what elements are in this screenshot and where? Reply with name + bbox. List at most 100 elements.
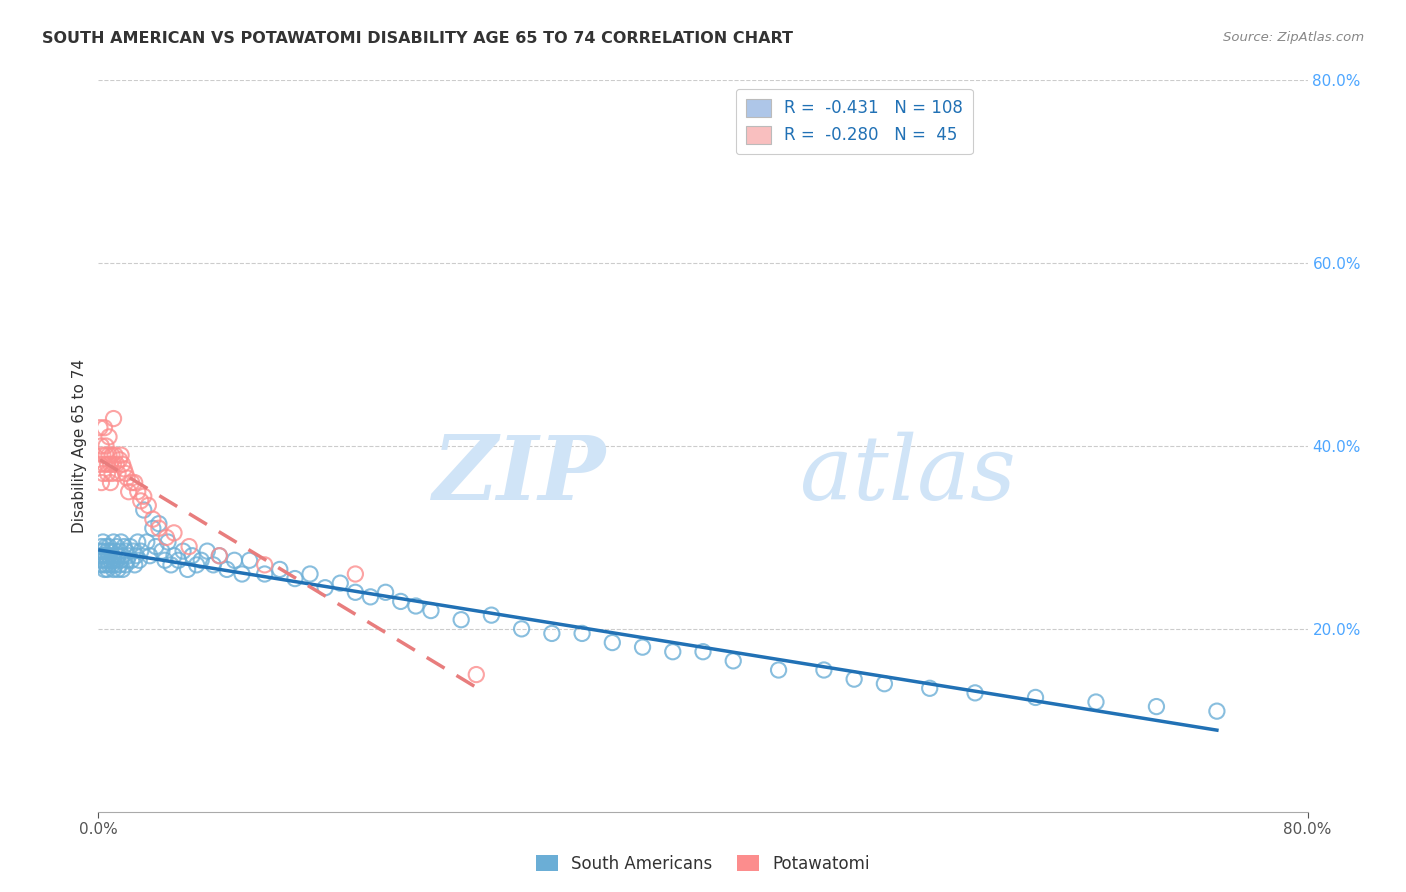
Point bbox=[112, 540, 135, 554]
Point bbox=[100, 544, 122, 558]
Text: atlas: atlas bbox=[800, 432, 1015, 518]
Point bbox=[124, 475, 146, 490]
Point bbox=[135, 535, 157, 549]
Point bbox=[181, 549, 204, 563]
Point bbox=[167, 553, 190, 567]
Point bbox=[450, 613, 472, 627]
Point bbox=[94, 549, 117, 563]
Point bbox=[155, 530, 177, 544]
Point bbox=[101, 558, 124, 572]
Point bbox=[389, 594, 412, 608]
Point bbox=[723, 654, 745, 668]
Point bbox=[93, 553, 115, 567]
Point bbox=[115, 553, 138, 567]
Point bbox=[94, 558, 117, 572]
Point bbox=[103, 535, 125, 549]
Point bbox=[420, 603, 443, 617]
Point bbox=[105, 458, 128, 472]
Point bbox=[231, 567, 253, 582]
Point bbox=[108, 544, 131, 558]
Point bbox=[125, 549, 148, 563]
Point bbox=[101, 549, 124, 563]
Point bbox=[110, 535, 132, 549]
Point bbox=[344, 585, 367, 599]
Point bbox=[405, 599, 427, 613]
Point bbox=[160, 558, 183, 572]
Text: ZIP: ZIP bbox=[433, 432, 606, 518]
Point bbox=[768, 663, 790, 677]
Point bbox=[103, 553, 125, 567]
Point bbox=[465, 667, 488, 681]
Point bbox=[127, 484, 149, 499]
Point bbox=[115, 471, 138, 485]
Point bbox=[90, 439, 112, 453]
Point bbox=[101, 467, 124, 481]
Point bbox=[127, 535, 149, 549]
Point bbox=[96, 467, 118, 481]
Point bbox=[103, 562, 125, 576]
Point bbox=[93, 549, 115, 563]
Point bbox=[124, 558, 146, 572]
Point bbox=[107, 467, 129, 481]
Point bbox=[153, 553, 176, 567]
Point bbox=[94, 540, 117, 554]
Point bbox=[98, 448, 121, 462]
Point bbox=[179, 540, 201, 554]
Point bbox=[186, 558, 208, 572]
Point bbox=[121, 475, 143, 490]
Point bbox=[111, 562, 134, 576]
Point bbox=[129, 493, 152, 508]
Point bbox=[224, 553, 246, 567]
Point bbox=[107, 562, 129, 576]
Point bbox=[329, 576, 352, 591]
Point bbox=[129, 544, 152, 558]
Point bbox=[156, 535, 179, 549]
Point bbox=[253, 558, 276, 572]
Point bbox=[128, 553, 150, 567]
Point bbox=[150, 544, 173, 558]
Point bbox=[93, 421, 115, 435]
Text: Source: ZipAtlas.com: Source: ZipAtlas.com bbox=[1223, 31, 1364, 45]
Point bbox=[202, 558, 225, 572]
Point bbox=[98, 430, 121, 444]
Point bbox=[918, 681, 941, 696]
Point bbox=[90, 475, 112, 490]
Point bbox=[105, 540, 128, 554]
Point bbox=[1144, 699, 1167, 714]
Point bbox=[90, 540, 112, 554]
Point bbox=[110, 448, 132, 462]
Point bbox=[108, 452, 131, 467]
Point bbox=[89, 421, 111, 435]
Point bbox=[114, 558, 136, 572]
Point bbox=[114, 544, 136, 558]
Point bbox=[284, 572, 307, 586]
Point bbox=[344, 567, 367, 582]
Point bbox=[91, 558, 114, 572]
Point bbox=[314, 581, 336, 595]
Point bbox=[121, 553, 143, 567]
Point bbox=[100, 458, 122, 472]
Point bbox=[104, 448, 127, 462]
Point bbox=[139, 549, 162, 563]
Point bbox=[215, 562, 238, 576]
Point bbox=[112, 462, 135, 476]
Point bbox=[813, 663, 835, 677]
Point bbox=[96, 562, 118, 576]
Point bbox=[132, 503, 155, 517]
Point bbox=[873, 676, 896, 690]
Point bbox=[105, 553, 128, 567]
Point bbox=[239, 553, 262, 567]
Point bbox=[132, 489, 155, 503]
Point bbox=[602, 635, 624, 649]
Point bbox=[114, 467, 136, 481]
Point bbox=[148, 521, 170, 535]
Text: SOUTH AMERICAN VS POTAWATOMI DISABILITY AGE 65 TO 74 CORRELATION CHART: SOUTH AMERICAN VS POTAWATOMI DISABILITY … bbox=[42, 31, 793, 46]
Point bbox=[122, 544, 145, 558]
Point bbox=[96, 553, 118, 567]
Point bbox=[190, 553, 212, 567]
Point bbox=[104, 544, 127, 558]
Point bbox=[148, 516, 170, 531]
Point bbox=[89, 458, 111, 472]
Point bbox=[91, 535, 114, 549]
Point bbox=[360, 590, 382, 604]
